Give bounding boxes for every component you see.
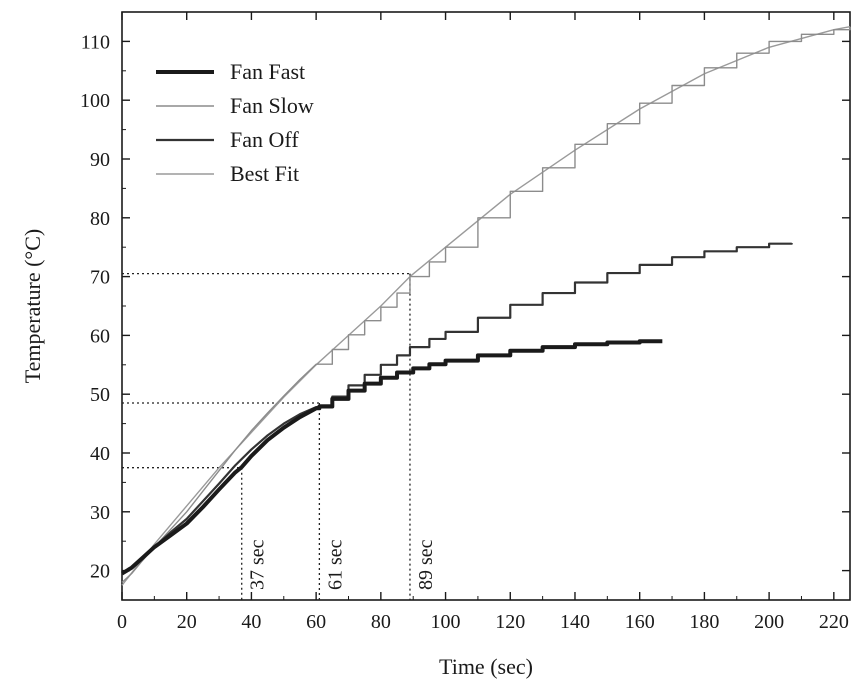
reference-lines: 37 sec 61 sec 89 sec — [122, 273, 437, 600]
y-tick-label: 60 — [90, 325, 110, 347]
x-tick-label: 100 — [431, 611, 461, 633]
reference-label: 61 sec — [324, 539, 346, 590]
y-tick-label: 30 — [90, 502, 110, 524]
x-tick-label: 120 — [495, 611, 525, 633]
x-tick-label: 60 — [306, 611, 326, 633]
y-axis-title: Temperature (°C) — [20, 229, 45, 383]
y-tick-label: 50 — [90, 384, 110, 406]
reference-label: 37 sec — [247, 539, 269, 590]
series-line-fan-slow — [121, 26, 851, 583]
y-tick-label: 80 — [90, 208, 110, 230]
y-tick-label: 100 — [80, 90, 110, 112]
series-line-fan-fast — [120, 339, 663, 576]
x-tick-label: 80 — [371, 611, 391, 633]
x-tick-label: 160 — [625, 611, 655, 633]
legend-label: Fan Slow — [230, 93, 314, 118]
x-tick-label: 40 — [241, 611, 261, 633]
legend: Fan Fast Fan Slow Fan Off Best Fit — [156, 59, 314, 186]
axes: 0 20 40 60 80 100 120 140 160 180 200 220 20 30 40 50 60… — [80, 12, 850, 633]
x-tick-label: 0 — [117, 611, 127, 633]
x-tick-label: 180 — [689, 611, 719, 633]
x-tick-label: 140 — [560, 611, 590, 633]
y-tick-label: 70 — [90, 267, 110, 289]
legend-label: Best Fit — [230, 161, 299, 186]
y-tick-label: 110 — [81, 31, 110, 53]
legend-label: Fan Off — [230, 127, 299, 152]
y-tick-label: 40 — [90, 443, 110, 465]
x-tick-label: 200 — [754, 611, 784, 633]
legend-label: Fan Fast — [230, 59, 305, 84]
reference-label: 89 sec — [415, 539, 437, 590]
x-tick-label: 220 — [819, 611, 849, 633]
y-tick-label: 90 — [90, 149, 110, 171]
x-tick-label: 20 — [177, 611, 197, 633]
y-tick-label: 20 — [90, 561, 110, 583]
series-line-fan-off — [121, 242, 793, 575]
x-axis-title: Time (sec) — [439, 654, 533, 679]
series-lines — [120, 26, 851, 586]
